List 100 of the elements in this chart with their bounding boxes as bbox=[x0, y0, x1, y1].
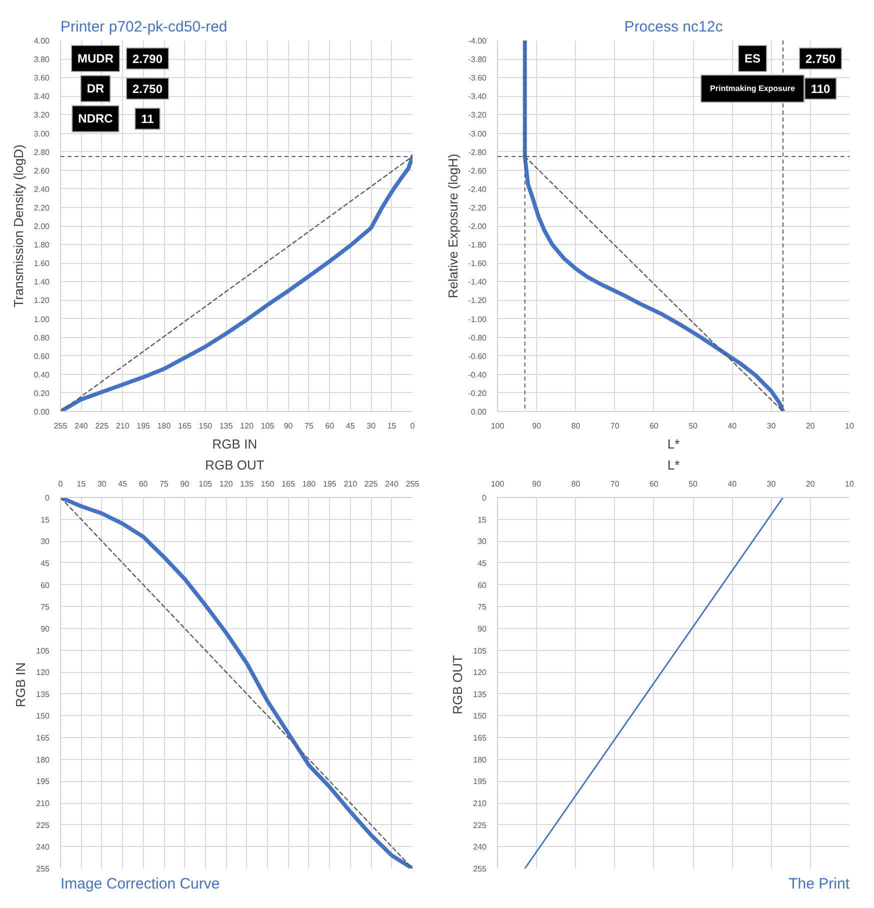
y-tick-label: 0.40 bbox=[34, 370, 50, 380]
y-tick-label: 120 bbox=[473, 668, 488, 678]
x-tick-label: 60 bbox=[325, 422, 335, 430]
y-tick-label: -0.40 bbox=[468, 370, 488, 380]
y-tick-label: 3.80 bbox=[34, 55, 50, 64]
y-axis-title: RGB OUT bbox=[450, 655, 466, 714]
y-tick-label: 180 bbox=[473, 755, 488, 764]
y-tick-label: 75 bbox=[478, 602, 488, 612]
y-tick-label: 30 bbox=[40, 537, 50, 546]
y-tick-label: 105 bbox=[36, 646, 50, 656]
y-tick-label: 15 bbox=[478, 515, 488, 524]
x-axis-title: L* bbox=[667, 458, 680, 472]
x-tick-label: 90 bbox=[180, 480, 190, 488]
x-tick-label: 90 bbox=[532, 422, 542, 430]
y-tick-label: 255 bbox=[473, 864, 488, 874]
y-tick-label: -1.60 bbox=[468, 259, 488, 268]
y-tick-label: 180 bbox=[36, 755, 50, 764]
x-tick-label: 105 bbox=[260, 422, 275, 430]
x-tick-label: 100 bbox=[490, 480, 505, 488]
x-tick-label: 20 bbox=[806, 480, 816, 488]
x-tick-label: 195 bbox=[136, 422, 151, 430]
chart-title: Process nc12c bbox=[624, 18, 724, 36]
y-tick-label: -1.00 bbox=[468, 314, 488, 324]
x-tick-label: 135 bbox=[240, 480, 254, 488]
y-tick-label: -2.40 bbox=[468, 184, 488, 194]
x-tick-label: 40 bbox=[728, 480, 738, 488]
x-tick-label: 225 bbox=[95, 422, 110, 430]
y-tick-label: 240 bbox=[473, 842, 488, 852]
y-tick-label: -3.60 bbox=[468, 74, 488, 83]
y-tick-label: 2.20 bbox=[34, 203, 50, 212]
x-tick-label: 120 bbox=[219, 480, 234, 488]
x-tick-label: 30 bbox=[766, 480, 776, 488]
y-tick-label: -1.80 bbox=[468, 240, 488, 250]
y-tick-label: -2.60 bbox=[468, 166, 488, 176]
y-tick-label: 45 bbox=[478, 558, 488, 568]
x-tick-label: 60 bbox=[138, 480, 148, 488]
annotation: 2.750 bbox=[132, 82, 163, 96]
x-tick-label: 180 bbox=[302, 480, 316, 488]
x-tick-label: 90 bbox=[284, 422, 294, 430]
x-tick-label: 150 bbox=[198, 422, 213, 430]
x-tick-label: 30 bbox=[366, 422, 376, 430]
x-tick-label: 150 bbox=[260, 480, 275, 488]
y-tick-label: 30 bbox=[478, 537, 488, 546]
y-tick-label: 2.80 bbox=[34, 148, 50, 157]
y-tick-label: 75 bbox=[40, 602, 50, 612]
x-tick-label: 240 bbox=[74, 422, 88, 430]
x-tick-label: 10 bbox=[845, 422, 854, 430]
y-tick-label: -2.20 bbox=[468, 203, 488, 212]
x-tick-label: 75 bbox=[304, 422, 314, 430]
y-tick-label: -4.00 bbox=[468, 36, 488, 46]
y-tick-label: -2.00 bbox=[468, 222, 488, 231]
annotation: 2.750 bbox=[805, 52, 836, 66]
annotation: MUDR bbox=[78, 52, 114, 66]
y-tick-label: 2.40 bbox=[34, 184, 50, 194]
y-tick-label: 225 bbox=[36, 820, 50, 830]
y-axis-title: Transmission Density (logD) bbox=[10, 144, 26, 308]
y-tick-label: 0 bbox=[45, 494, 50, 502]
annotation: NDRC bbox=[78, 112, 114, 126]
y-tick-label: 60 bbox=[40, 580, 50, 590]
y-tick-label: 135 bbox=[473, 690, 488, 699]
annotation: 110 bbox=[810, 82, 831, 96]
x-tick-label: 50 bbox=[688, 480, 698, 488]
y-tick-label: 0.20 bbox=[34, 388, 50, 398]
y-tick-label: 3.00 bbox=[34, 129, 50, 138]
x-axis-title: RGB OUT bbox=[205, 458, 264, 472]
y-tick-label: 1.40 bbox=[34, 278, 50, 287]
x-tick-label: 45 bbox=[118, 480, 128, 488]
y-tick-label: 210 bbox=[473, 799, 488, 808]
x-tick-label: 15 bbox=[387, 422, 397, 430]
x-tick-label: 30 bbox=[766, 422, 776, 430]
x-tick-label: 210 bbox=[116, 422, 130, 430]
y-tick-label: 45 bbox=[40, 558, 50, 568]
y-tick-label: -1.40 bbox=[468, 278, 488, 287]
y-tick-label: 15 bbox=[40, 515, 50, 524]
y-tick-label: -2.80 bbox=[468, 148, 488, 157]
x-tick-label: 40 bbox=[728, 422, 738, 430]
x-tick-label: 0 bbox=[58, 480, 64, 488]
x-tick-label: 165 bbox=[178, 422, 192, 430]
y-tick-label: 3.20 bbox=[34, 110, 50, 120]
y-tick-label: -3.40 bbox=[468, 92, 488, 102]
y-tick-label: 165 bbox=[36, 734, 50, 743]
y-tick-label: 0.00 bbox=[34, 408, 50, 416]
y-tick-label: 120 bbox=[36, 668, 50, 678]
x-tick-label: 10 bbox=[845, 480, 854, 488]
y-tick-label: 150 bbox=[473, 712, 488, 721]
annotation: DR bbox=[86, 82, 104, 96]
x-tick-label: 80 bbox=[571, 422, 581, 430]
text: Image Correction Curve bbox=[60, 876, 220, 892]
x-tick-label: 255 bbox=[54, 422, 68, 430]
x-tick-label: 70 bbox=[610, 480, 620, 488]
y-tick-label: 1.80 bbox=[34, 240, 50, 250]
y-tick-label: 0.00 bbox=[470, 408, 488, 416]
chart-title: Printer p702-pk-cd50-red bbox=[60, 18, 228, 36]
text: The Print bbox=[788, 876, 850, 892]
x-tick-label: 105 bbox=[198, 480, 213, 488]
x-tick-label: 165 bbox=[282, 480, 296, 488]
y-tick-label: 225 bbox=[473, 820, 488, 830]
x-tick-label: 100 bbox=[490, 422, 505, 430]
x-tick-label: 255 bbox=[406, 480, 420, 488]
annotation: Printmaking Exposure bbox=[710, 84, 796, 94]
